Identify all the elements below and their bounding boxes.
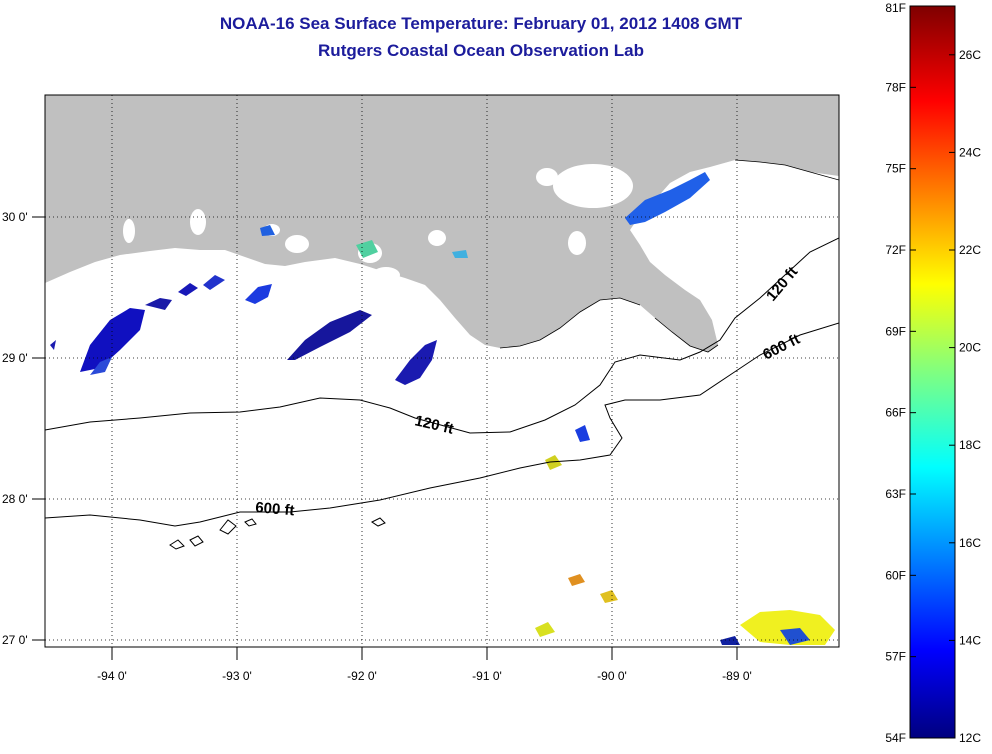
colorbar-f-label: 69F xyxy=(885,324,906,338)
contour-600ft xyxy=(45,322,839,527)
contour-label: 600 ft xyxy=(255,499,296,519)
map-subtitle: Rutgers Coastal Ocean Observation Lab xyxy=(318,41,644,60)
map-title: NOAA-16 Sea Surface Temperature: Februar… xyxy=(219,14,743,33)
colorbar-f-label: 78F xyxy=(885,80,906,94)
contour-label: 600 ft xyxy=(760,331,803,364)
colorbar-c-label: 24C xyxy=(959,145,981,159)
lon-label: -89 0' xyxy=(722,669,752,683)
colorbar-c-label: 20C xyxy=(959,341,981,355)
isobaths xyxy=(45,237,839,550)
colorbar-f-label: 81F xyxy=(885,1,906,15)
lon-label: -90 0' xyxy=(597,669,627,683)
colorbar-f-label: 54F xyxy=(885,731,906,745)
lon-label: -92 0' xyxy=(347,669,377,683)
colorbar-f-label: 75F xyxy=(885,162,906,176)
colorbar-c-label: 18C xyxy=(959,438,981,452)
lon-label: -91 0' xyxy=(472,669,502,683)
colorbar-f-label: 57F xyxy=(885,650,906,664)
map-frame xyxy=(44,94,840,648)
contour-label: 120 ft xyxy=(413,412,455,437)
lat-label: 30 0' xyxy=(2,210,28,224)
lat-label: 28 0' xyxy=(2,492,28,506)
colorbar-c-label: 22C xyxy=(959,243,981,257)
colorbar-c-label: 16C xyxy=(959,536,981,550)
graticule xyxy=(45,95,839,647)
sst-pixels xyxy=(50,172,835,645)
lat-label: 27 0' xyxy=(2,633,28,647)
colorbar-f-label: 66F xyxy=(885,406,906,420)
coastline xyxy=(499,159,839,353)
colorbar-f-label: 63F xyxy=(885,487,906,501)
lon-label: -94 0' xyxy=(97,669,127,683)
colorbar-f-label: 72F xyxy=(885,243,906,257)
contour-120ft xyxy=(45,237,839,434)
colorbar-c-label: 14C xyxy=(959,633,981,647)
lat-label: 29 0' xyxy=(2,351,28,365)
colorbar-f-label: 60F xyxy=(885,568,906,582)
land-area xyxy=(45,95,839,352)
colorbar-c-label: 12C xyxy=(959,731,981,745)
colorbar-gradient xyxy=(909,5,956,739)
contour-label: 120 ft xyxy=(763,264,801,305)
colorbar: 81F 78F 75F 72F 69F 66F 63F 60F 57F 54F 26C 24C 22C… xyxy=(885,1,981,745)
axis-ticks xyxy=(32,216,738,660)
colorbar-c-label: 26C xyxy=(959,48,981,62)
lon-label: -93 0' xyxy=(222,669,252,683)
